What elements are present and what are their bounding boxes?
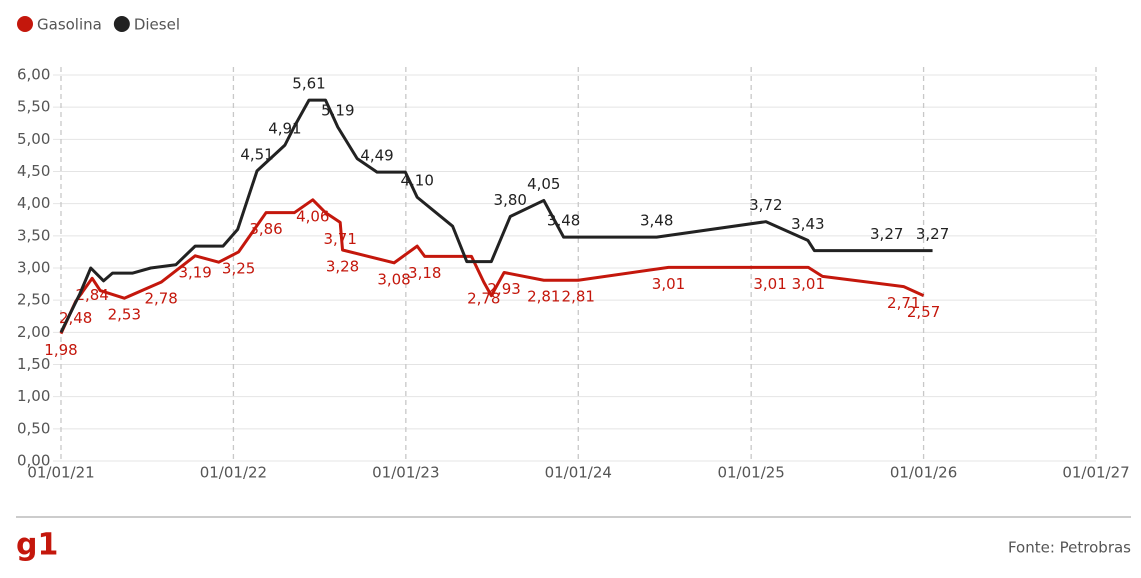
x-tick-label: 01/01/21 [27,464,94,482]
y-tick-label: 2,50 [17,291,50,309]
data-label: 2,57 [907,303,940,321]
data-label: 3,71 [323,230,356,248]
data-label: 2,81 [527,288,560,306]
legend-label: Gasolina [37,16,102,34]
data-label: 4,49 [360,147,393,165]
data-label: 2,84 [75,286,108,304]
y-tick-label: 0,00 [17,452,50,470]
x-tick-label: 01/01/23 [372,464,439,482]
data-label: 3,18 [408,264,441,282]
data-label: 3,01 [652,275,685,293]
data-label: 4,10 [400,172,433,190]
y-tick-label: 6,00 [17,66,50,84]
legend-marker [113,16,130,32]
x-tick-label: 01/01/22 [200,464,267,482]
y-tick-label: 5,00 [17,130,50,148]
y-tick-label: 1,00 [17,387,50,405]
y-tick-label: 3,00 [17,259,50,277]
x-tick-label: 01/01/26 [890,464,957,482]
source: Fonte: Petrobras [1008,539,1131,557]
x-tick-label: 01/01/25 [717,464,784,482]
data-label: 1,98 [44,341,77,359]
series-line [59,98,933,333]
data-label: 3,28 [326,257,359,275]
data-label: 2,81 [562,288,595,306]
data-label: 4,91 [268,120,301,138]
data-label: 4,06 [296,207,329,225]
data-label: 3,27 [916,225,949,243]
data-label: 3,27 [870,225,903,243]
y-tick-label: 4,50 [17,162,50,180]
data-label: 3,86 [249,220,282,238]
brand-logo: g1 [16,528,58,563]
data-label: 2,93 [487,280,520,298]
data-label: 3,01 [792,275,825,293]
x-tick-label: 01/01/27 [1062,464,1129,482]
data-label: 3,25 [222,259,255,277]
data-label: 3,08 [377,270,410,288]
data-label: 3,72 [749,196,782,214]
y-tick-label: 3,50 [17,226,50,244]
y-tick-label: 2,00 [17,323,50,341]
data-label: 3,43 [791,215,824,233]
data-label: 5,61 [292,75,325,93]
y-tick-label: 1,50 [17,355,50,373]
data-label: 3,48 [640,212,673,230]
data-label: 2,78 [467,290,500,308]
legend-label: Diesel [134,16,180,34]
data-label: 3,80 [494,191,527,209]
data-label: 5,19 [321,102,354,120]
series-line [59,198,925,335]
data-label: 2,78 [144,290,177,308]
data-label: 4,05 [527,175,560,193]
y-tick-label: 0,50 [17,419,50,437]
data-label: 3,48 [547,212,580,230]
data-label: 3,01 [753,275,786,293]
y-tick-label: 5,50 [17,98,50,116]
x-tick-label: 01/01/24 [545,464,612,482]
legend-marker [17,16,33,32]
data-label: 2,53 [108,306,141,324]
data-label: 2,71 [887,294,920,312]
data-label: 4,51 [240,145,273,163]
y-tick-label: 4,00 [17,194,50,212]
data-label: 3,19 [178,263,211,281]
